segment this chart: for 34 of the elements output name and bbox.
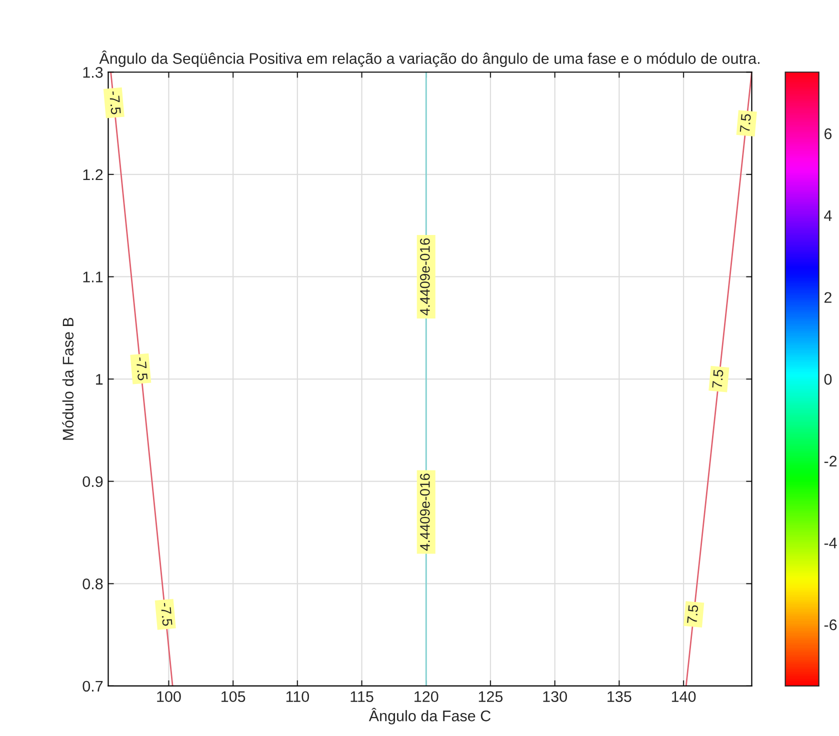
- x-tick-label: 130: [543, 691, 567, 702]
- x-tick-label: 105: [221, 691, 246, 702]
- y-tick-label: 0.7: [82, 680, 103, 692]
- y-axis-title: Módulo da Fase B: [62, 318, 74, 440]
- color-bar-label: 2: [824, 292, 832, 303]
- y-tick-label: 0.8: [82, 578, 103, 590]
- x-axis-title: Ângulo da Fase C: [368, 708, 491, 724]
- x-tick-label: 115: [350, 691, 374, 702]
- chart-title: Ângulo da Seqüência Positiva em relação a variação do ângulo de uma fase e o módulo de outra.: [99, 50, 760, 68]
- y-tick-label: 0.9: [82, 476, 103, 488]
- x-tick-label: 110: [286, 691, 310, 702]
- color-bar-label: 6: [824, 128, 832, 140]
- x-tick-label: 135: [608, 691, 632, 702]
- annotation: 7.5: [687, 604, 698, 624]
- annotation: -7.5: [136, 356, 148, 380]
- y-tick-label: 1.3: [83, 66, 103, 78]
- color-bar-label: -2: [824, 456, 837, 466]
- color-bar-label: 4: [824, 210, 832, 221]
- annotation: -7.5: [160, 602, 172, 626]
- annotation: 4.4409e-016: [420, 238, 430, 316]
- y-tick-label: 1.2: [83, 169, 103, 180]
- annotation: 4.4409e-016: [420, 474, 430, 551]
- x-tick-label: 140: [672, 691, 696, 702]
- y-tick-label: 1.1: [83, 272, 103, 282]
- color-bar-label: -4: [824, 538, 837, 548]
- x-tick-label: 100: [157, 691, 181, 702]
- x-tick-label: 120: [414, 691, 438, 702]
- y-tick-label: 1: [96, 374, 103, 385]
- annotation: 7.5: [740, 114, 752, 133]
- annotation: 7.5: [712, 369, 724, 388]
- annotation: -7.5: [109, 90, 121, 114]
- color-bar-label: 0: [824, 374, 832, 385]
- color-bar-label: -6: [824, 619, 837, 630]
- x-tick-label: 125: [478, 691, 503, 702]
